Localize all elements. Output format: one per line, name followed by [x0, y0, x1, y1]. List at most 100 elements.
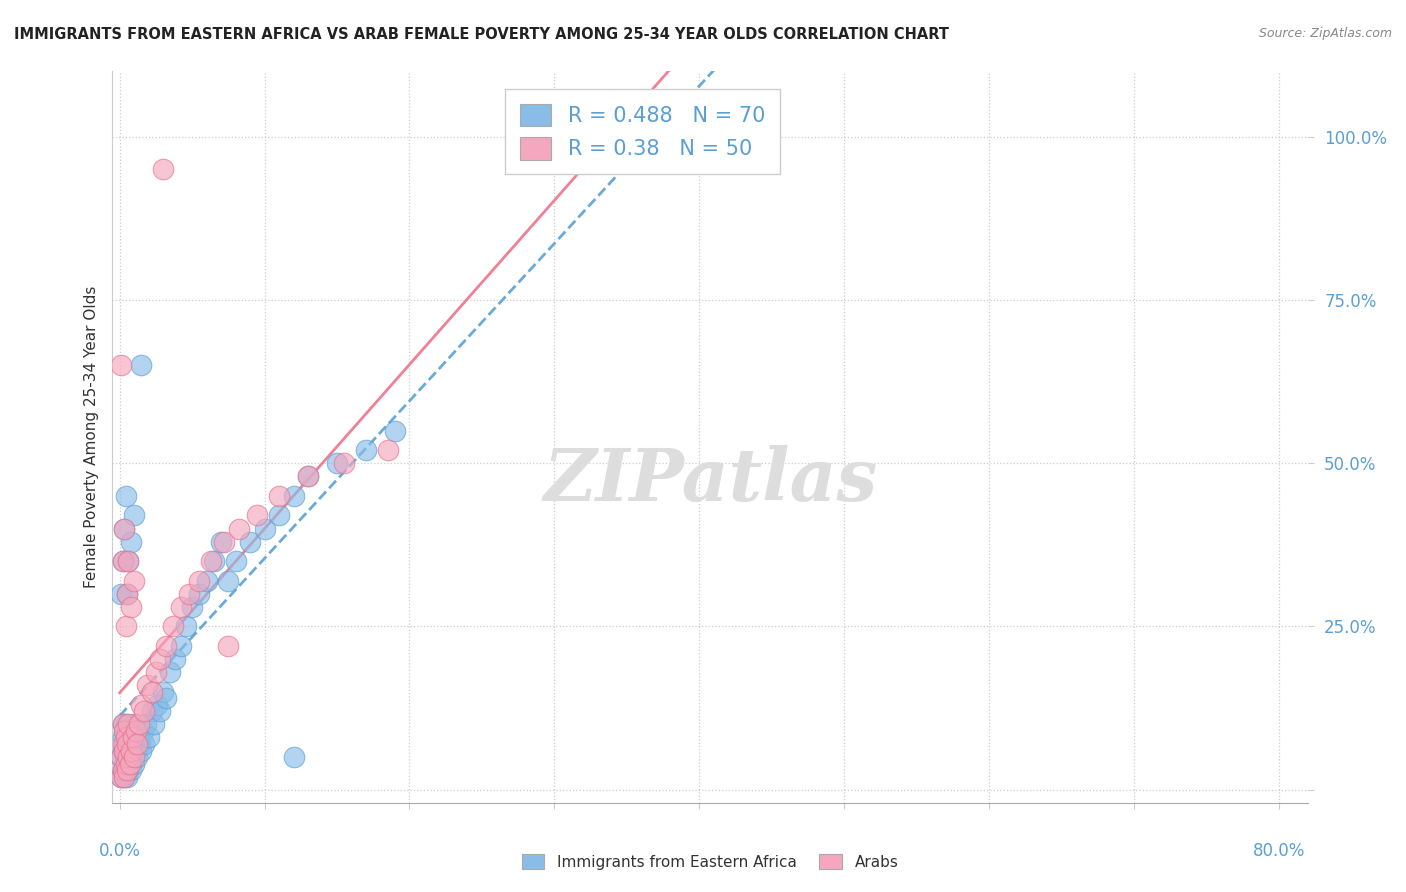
Point — [159, 665, 181, 680]
Point — [111, 743, 134, 757]
Point — [163, 652, 186, 666]
Point — [122, 508, 145, 523]
Point — [112, 770, 135, 784]
Text: 0.0%: 0.0% — [98, 842, 141, 860]
Point — [112, 723, 135, 738]
Point — [115, 731, 138, 745]
Point — [225, 554, 247, 568]
Point — [122, 574, 145, 588]
Point — [117, 717, 139, 731]
Point — [112, 723, 135, 738]
Point — [155, 639, 177, 653]
Text: ZIPatlas: ZIPatlas — [543, 445, 877, 516]
Point — [118, 756, 141, 771]
Point — [217, 574, 239, 588]
Point — [110, 750, 132, 764]
Point — [127, 750, 149, 764]
Point — [152, 162, 174, 177]
Point — [333, 456, 356, 470]
Point — [117, 554, 139, 568]
Point — [162, 619, 184, 633]
Point — [111, 763, 134, 777]
Point — [297, 469, 319, 483]
Point — [145, 665, 167, 680]
Point — [149, 652, 172, 666]
Point — [202, 554, 225, 568]
Point — [117, 750, 139, 764]
Point — [129, 737, 152, 751]
Point — [111, 554, 134, 568]
Point — [239, 534, 262, 549]
Point — [120, 737, 142, 751]
Point — [134, 705, 156, 719]
Point — [122, 750, 145, 764]
Point — [128, 717, 150, 731]
Point — [143, 717, 166, 731]
Point — [169, 639, 191, 653]
Point — [114, 619, 136, 633]
Y-axis label: Female Poverty Among 25-34 Year Olds: Female Poverty Among 25-34 Year Olds — [83, 286, 98, 588]
Point — [127, 737, 149, 751]
Point — [111, 717, 134, 731]
Point — [122, 756, 145, 771]
Point — [179, 587, 201, 601]
Point — [354, 443, 377, 458]
Point — [267, 508, 290, 523]
Point — [121, 750, 143, 764]
Point — [138, 731, 160, 745]
Point — [124, 723, 146, 738]
Point — [141, 705, 163, 719]
Point — [110, 750, 132, 764]
Point — [115, 763, 138, 777]
Point — [209, 534, 232, 549]
Point — [297, 469, 319, 483]
Point — [112, 743, 135, 757]
Point — [114, 731, 136, 745]
Point — [195, 574, 218, 588]
Point — [131, 358, 153, 372]
Point — [115, 750, 138, 764]
Point — [152, 685, 174, 699]
Point — [110, 770, 132, 784]
Point — [131, 743, 153, 757]
Text: Source: ZipAtlas.com: Source: ZipAtlas.com — [1258, 27, 1392, 40]
Point — [110, 587, 132, 601]
Point — [131, 698, 153, 712]
Point — [188, 574, 211, 588]
Point — [112, 770, 135, 784]
Text: IMMIGRANTS FROM EASTERN AFRICA VS ARAB FEMALE POVERTY AMONG 25-34 YEAR OLDS CORR: IMMIGRANTS FROM EASTERN AFRICA VS ARAB F… — [14, 27, 949, 42]
Point — [111, 763, 134, 777]
Point — [181, 599, 204, 614]
Point — [283, 489, 305, 503]
Point — [121, 731, 143, 745]
Legend: Immigrants from Eastern Africa, Arabs: Immigrants from Eastern Africa, Arabs — [516, 847, 904, 876]
Point — [141, 685, 163, 699]
Point — [217, 639, 239, 653]
Point — [267, 489, 290, 503]
Point — [117, 763, 139, 777]
Point — [169, 599, 191, 614]
Point — [212, 534, 235, 549]
Point — [124, 743, 146, 757]
Point — [200, 554, 222, 568]
Point — [115, 770, 138, 784]
Point — [110, 358, 132, 372]
Point — [132, 723, 155, 738]
Point — [149, 705, 172, 719]
Point — [118, 723, 141, 738]
Point — [112, 756, 135, 771]
Point — [118, 756, 141, 771]
Point — [188, 587, 211, 601]
Point — [377, 443, 399, 458]
Point — [114, 717, 136, 731]
Point — [253, 521, 276, 535]
Point — [283, 750, 305, 764]
Point — [228, 521, 250, 535]
Point — [115, 737, 138, 751]
Point — [155, 691, 177, 706]
Point — [114, 756, 136, 771]
Point — [112, 521, 135, 535]
Point — [135, 717, 157, 731]
Point — [146, 698, 169, 712]
Point — [117, 737, 139, 751]
